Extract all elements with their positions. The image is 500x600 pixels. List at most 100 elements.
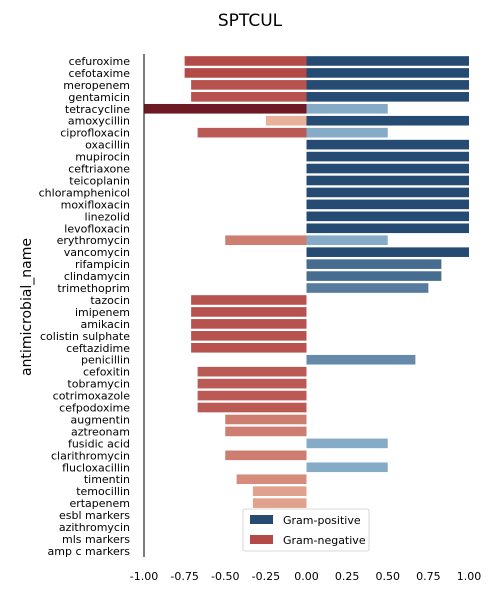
bar-gram-positive-clindamycin <box>306 271 442 281</box>
y-tick-gentamicin: gentamicin <box>68 91 130 104</box>
y-tick-cotrimoxazole: cotrimoxazole <box>53 390 131 403</box>
x-tick-0-75: 0.75 <box>416 570 441 583</box>
x-tick-minus-0-25: -0.25 <box>252 570 280 583</box>
bar-gram-negative-ciprofloxacin <box>197 127 307 138</box>
y-tick-aztreonam: aztreonam <box>71 425 130 438</box>
y-tick-tetracycline: tetracycline <box>65 103 130 116</box>
y-tick-amikacin: amikacin <box>80 318 130 331</box>
y-tick-cefotaxime: cefotaxime <box>68 67 130 80</box>
y-tick-imipenem: imipenem <box>75 306 130 319</box>
bar-gram-positive-meropenem <box>306 80 469 90</box>
bar-gram-positive-oxacillin <box>306 139 469 150</box>
legend-label-gram-positive: Gram-positive <box>283 514 361 527</box>
y-tick-tobramycin: tobramycin <box>67 378 130 391</box>
legend: Gram-positive Gram-negative <box>242 508 370 552</box>
chart-title: SPTCUL <box>218 11 283 31</box>
y-tick-levofloxacin: levofloxacin <box>64 222 130 235</box>
bar-gram-negative-amikacin <box>191 319 307 329</box>
bars <box>144 56 469 508</box>
y-tick-fusidic-acid: fusidic acid <box>68 437 130 450</box>
legend-swatch-gram-positive <box>250 515 273 524</box>
y-tick-cefpodoxime: cefpodoxime <box>59 402 130 415</box>
y-tick-meropenem: meropenem <box>63 79 130 92</box>
bar-gram-negative-erythromycin <box>225 235 307 246</box>
x-axis-ticks: -1.00 -0.75 -0.50 -0.25 0.00 0.25 0.50 0.75 1.00 <box>130 570 481 583</box>
y-tick-esbl-markers: esbl markers <box>59 509 130 522</box>
bar-gram-negative-aztreonam <box>225 426 307 437</box>
bar-gram-positive-flucloxacillin <box>306 462 388 473</box>
bar-gram-positive-rifampicin <box>306 259 442 269</box>
bar-gram-negative-tetracycline <box>144 103 307 114</box>
bar-gram-negative-cefotaxime <box>184 68 307 78</box>
bar-gram-negative-augmentin <box>225 414 307 425</box>
bar-gram-positive-trimethoprim <box>306 283 429 293</box>
bar-gram-negative-colistin-sulphate <box>191 331 307 341</box>
y-tick-rifampicin: rifampicin <box>75 258 130 271</box>
bar-gram-positive-cefotaxime <box>306 68 469 78</box>
y-tick-cefuroxime: cefuroxime <box>69 55 131 68</box>
y-tick-mupirocin: mupirocin <box>75 151 130 164</box>
y-tick-erythromycin: erythromycin <box>57 234 130 247</box>
bar-gram-positive-erythromycin <box>306 235 388 246</box>
y-tick-oxacillin: oxacillin <box>85 139 130 152</box>
bar-gram-positive-chloramphenicol <box>306 187 469 198</box>
y-tick-linezolid: linezolid <box>85 210 130 223</box>
bar-gram-positive-mupirocin <box>306 151 469 162</box>
bar-gram-positive-fusidic-acid <box>306 438 388 449</box>
y-tick-clarithromycin: clarithromycin <box>51 449 130 462</box>
bar-gram-positive-ciprofloxacin <box>306 127 388 138</box>
bar-gram-negative-timentin <box>236 474 307 485</box>
bar-gram-positive-ceftriaxone <box>306 163 469 174</box>
bar-gram-negative-cefoxitin <box>197 366 307 377</box>
y-tick-moxifloxacin: moxifloxacin <box>61 198 130 211</box>
bar-gram-negative-tobramycin <box>197 378 307 389</box>
x-tick-0-50: 0.50 <box>376 570 401 583</box>
bar-gram-negative-ertapenem <box>252 498 307 508</box>
y-tick-augmentin: augmentin <box>71 413 131 426</box>
y-tick-ciprofloxacin: ciprofloxacin <box>60 127 130 140</box>
x-tick-minus-0-75: -0.75 <box>170 570 198 583</box>
x-tick-minus-1-00: -1.00 <box>130 570 158 583</box>
bar-gram-negative-imipenem <box>191 307 307 317</box>
bar-gram-negative-cotrimoxazole <box>197 390 307 401</box>
y-tick-azithromycin: azithromycin <box>59 521 130 534</box>
bar-gram-negative-clarithromycin <box>225 450 307 461</box>
y-tick-amoxycillin: amoxycillin <box>68 115 130 128</box>
y-axis-label: antimicrobial_name <box>19 238 35 376</box>
bar-gram-negative-temocillin <box>252 486 307 496</box>
bar-gram-positive-cefuroxime <box>306 56 469 66</box>
bar-gram-positive-vancomycin <box>306 247 469 257</box>
bar-gram-negative-ceftazidime <box>191 342 307 353</box>
bar-gram-negative-tazocin <box>191 295 307 305</box>
y-tick-trimethoprim: trimethoprim <box>57 282 130 295</box>
legend-box <box>242 508 370 552</box>
y-tick-mls-markers: mls markers <box>62 533 130 546</box>
y-axis-ticks: cefuroximecefotaximemeropenemgentamicint… <box>39 55 131 558</box>
x-tick-1-00: 1.00 <box>457 570 482 583</box>
bar-gram-positive-linezolid <box>306 211 469 222</box>
y-tick-cefoxitin: cefoxitin <box>83 366 130 379</box>
bar-gram-positive-tetracycline <box>306 103 388 114</box>
y-tick-amp-c-markers: amp c markers <box>48 545 131 558</box>
y-tick-penicillin: penicillin <box>81 354 130 367</box>
bar-gram-negative-meropenem <box>191 80 307 90</box>
y-tick-flucloxacillin: flucloxacillin <box>62 461 130 474</box>
y-tick-colistin-sulphate: colistin sulphate <box>40 330 130 343</box>
y-tick-teicoplanin: teicoplanin <box>69 174 130 187</box>
bar-gram-positive-teicoplanin <box>306 175 469 186</box>
y-tick-chloramphenicol: chloramphenicol <box>39 186 130 199</box>
y-tick-timentin: timentin <box>84 473 130 486</box>
y-tick-clindamycin: clindamycin <box>64 270 130 283</box>
x-tick-0-25: 0.25 <box>335 570 360 583</box>
y-tick-ceftazidime: ceftazidime <box>66 342 130 355</box>
y-tick-temocillin: temocillin <box>76 485 130 498</box>
bar-gram-positive-levofloxacin <box>306 223 469 234</box>
bar-gram-positive-amoxycillin <box>306 115 469 126</box>
y-tick-ertapenem: ertapenem <box>69 497 130 510</box>
x-tick-minus-0-50: -0.50 <box>211 570 239 583</box>
bar-gram-negative-gentamicin <box>191 92 307 102</box>
bar-gram-negative-cefuroxime <box>184 56 307 66</box>
legend-label-gram-negative: Gram-negative <box>283 534 366 547</box>
y-tick-tazocin: tazocin <box>90 294 130 307</box>
